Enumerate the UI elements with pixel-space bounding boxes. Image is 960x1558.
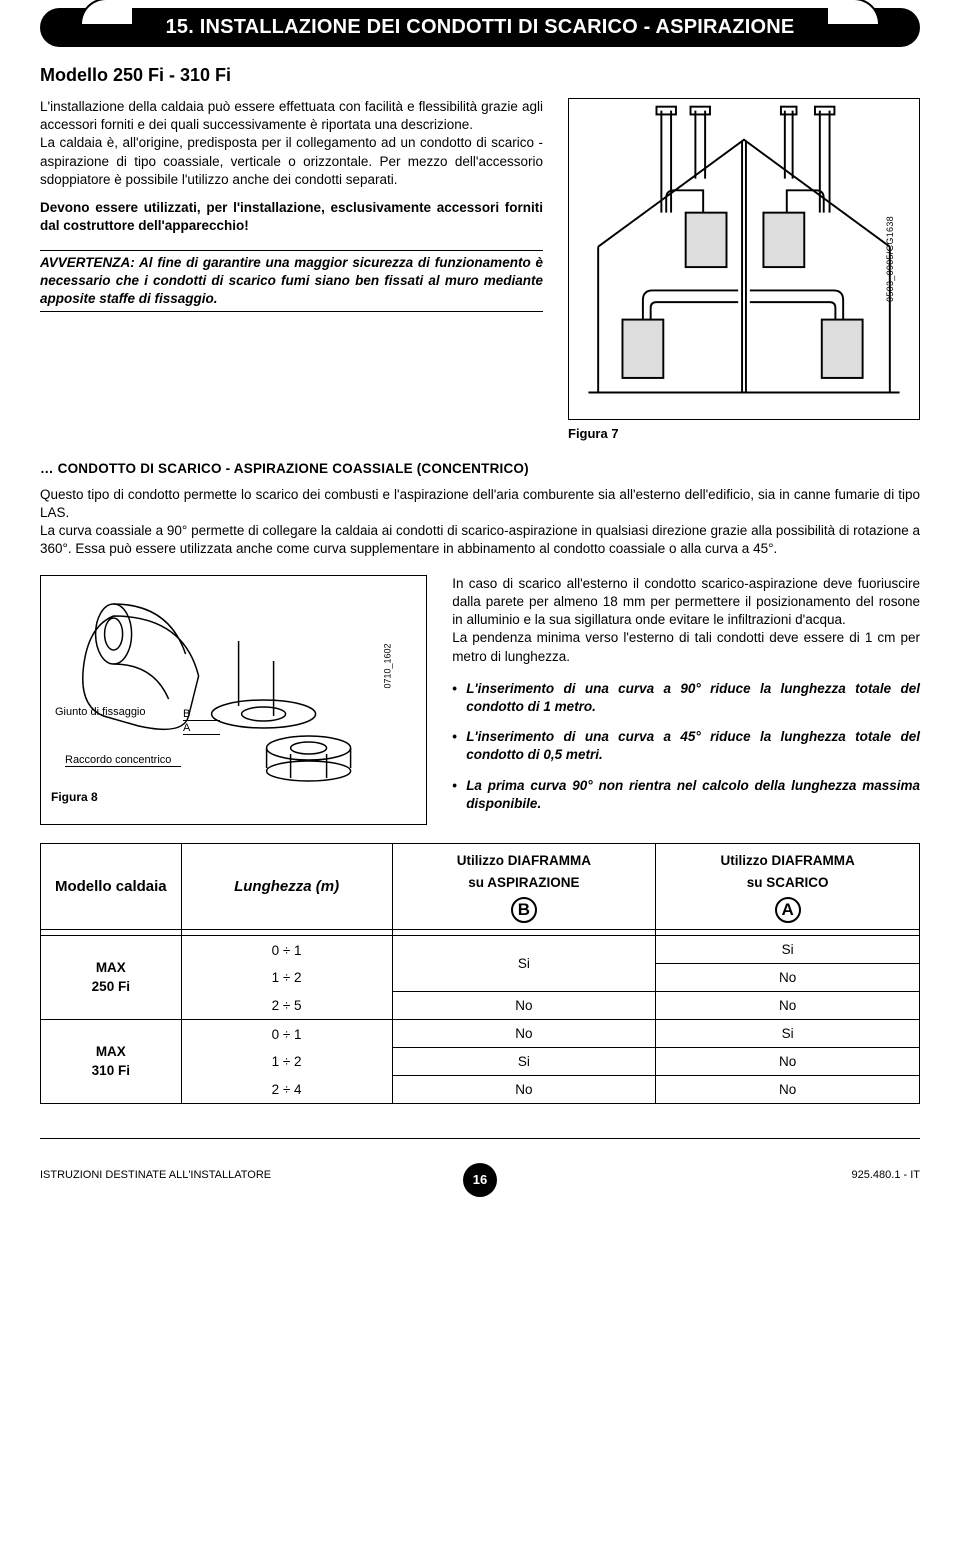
table-row: MAX 310 Fi 0 ÷ 1 No Si	[41, 1020, 920, 1048]
cell-len: 1 ÷ 2	[181, 964, 392, 992]
figure8-code: 0710_1602	[383, 643, 393, 688]
intro-emphasis: Devono essere utilizzati, per l'installa…	[40, 199, 543, 235]
cell-a: Si	[656, 1020, 920, 1048]
section-header-banner: 15. INSTALLAZIONE DEI CONDOTTI DI SCARIC…	[40, 8, 920, 47]
coaxial-p1: Questo tipo di condotto permette lo scar…	[40, 486, 920, 522]
house-diagram: 0503_0905/CG1638	[568, 98, 920, 420]
th-model: Modello caldaia	[41, 844, 182, 930]
house-svg	[569, 99, 919, 414]
cell-b: Si	[392, 936, 656, 992]
cell-b: Si	[392, 1048, 656, 1076]
cell-len: 1 ÷ 2	[181, 1048, 392, 1076]
intro-two-column: L'installazione della caldaia può essere…	[40, 98, 920, 441]
cell-a: No	[656, 1048, 920, 1076]
diaphragm-table: Modello caldaia Lunghezza (m) Utilizzo D…	[40, 843, 920, 1104]
figure8-label-b: B	[183, 708, 220, 721]
page-footer: ISTRUZIONI DESTINATE ALL'INSTALLATORE 92…	[40, 1169, 920, 1181]
figure8-label-connector: Raccordo concentrico	[65, 754, 181, 767]
table-row: MAX 250 Fi 0 ÷ 1 Si Si	[41, 936, 920, 964]
figure7-code: 0503_0905/CG1638	[885, 216, 895, 302]
cell-a: No	[656, 964, 920, 992]
warning-box: AVVERTENZA: Al fine di garantire una mag…	[40, 250, 543, 313]
cell-b: No	[392, 1020, 656, 1048]
figure8-label-joint: Giunto di fissaggio	[55, 706, 146, 718]
figure7-caption: Figura 7	[568, 426, 920, 441]
th-aspirazione: Utilizzo DIAFRAMMA su ASPIRAZIONE B	[392, 844, 656, 930]
figure8-image: 0710_1602 Giunto di fissaggio B A Raccor…	[51, 586, 416, 786]
th-length: Lunghezza (m)	[181, 844, 392, 930]
intro-text-column: L'installazione della caldaia può essere…	[40, 98, 543, 312]
figure8-caption: Figura 8	[51, 790, 416, 804]
figure7-column: 0503_0905/CG1638 Figura 7	[568, 98, 920, 441]
section-title: 15. INSTALLAZIONE DEI CONDOTTI DI SCARIC…	[70, 16, 890, 39]
intro-paragraph-1: L'installazione della caldaia può essere…	[40, 98, 543, 189]
coaxial-heading: … CONDOTTO DI SCARICO - ASPIRAZIONE COAS…	[40, 461, 920, 476]
figure8-label-a: A	[183, 722, 220, 735]
notes-p1: In caso di scarico all'esterno il condot…	[452, 575, 920, 630]
notes-bullet-3: La prima curva 90° non rientra nel calco…	[452, 777, 920, 813]
cell-len: 0 ÷ 1	[181, 936, 392, 964]
coaxial-p2: La curva coassiale a 90° permette di col…	[40, 522, 920, 558]
footer-rule	[40, 1138, 920, 1139]
notes-bullet-1: L'inserimento di una curva a 90° riduce …	[452, 680, 920, 716]
footer-left: ISTRUZIONI DESTINATE ALL'INSTALLATORE	[40, 1169, 271, 1181]
cell-len: 2 ÷ 4	[181, 1076, 392, 1104]
figure8-row: 0710_1602 Giunto di fissaggio B A Raccor…	[40, 575, 920, 825]
cell-model-250: MAX 250 Fi	[41, 936, 182, 1020]
model-subtitle: Modello 250 Fi - 310 Fi	[40, 65, 920, 86]
footer-page-number: 16	[463, 1163, 497, 1197]
notes-column: In caso di scarico all'esterno il condot…	[452, 575, 920, 825]
circle-a-icon: A	[775, 897, 801, 923]
cell-model-310: MAX 310 Fi	[41, 1020, 182, 1104]
cell-a: No	[656, 992, 920, 1020]
cell-b: No	[392, 1076, 656, 1104]
cell-a: Si	[656, 936, 920, 964]
notes-bullet-2: L'inserimento di una curva a 45° riduce …	[452, 728, 920, 764]
footer-right: 925.480.1 - IT	[852, 1169, 921, 1181]
figure8-box: 0710_1602 Giunto di fissaggio B A Raccor…	[40, 575, 427, 825]
cell-a: No	[656, 1076, 920, 1104]
cell-len: 0 ÷ 1	[181, 1020, 392, 1048]
cell-b: No	[392, 992, 656, 1020]
th-scarico: Utilizzo DIAFRAMMA su SCARICO A	[656, 844, 920, 930]
circle-b-icon: B	[511, 897, 537, 923]
notes-p2: La pendenza minima verso l'esterno di ta…	[452, 629, 920, 665]
cell-len: 2 ÷ 5	[181, 992, 392, 1020]
